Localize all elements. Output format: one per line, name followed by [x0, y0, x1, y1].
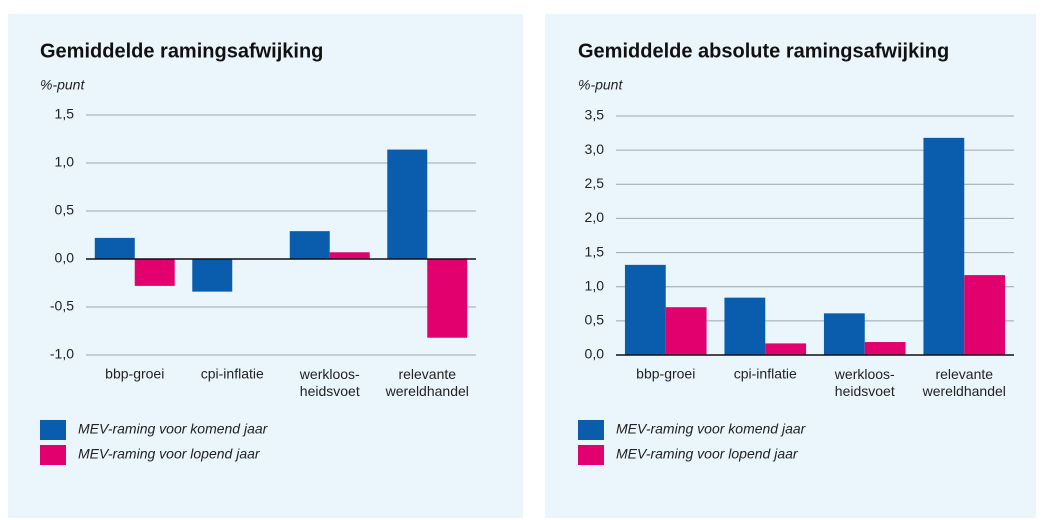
bar	[665, 307, 707, 355]
y-axis-label: %-punt	[578, 77, 623, 93]
legend-label: MEV-raming voor komend jaar	[616, 421, 807, 437]
x-tick-line: wereldhandel	[922, 383, 1006, 399]
x-tick-label: relevante wereldhandel	[922, 366, 1006, 399]
bar	[134, 259, 175, 286]
legend-label: MEV-raming voor komend jaar	[78, 421, 269, 437]
bar	[964, 275, 1006, 355]
y-tick-label: 3,0	[585, 141, 605, 157]
x-tick-line: werkloos-	[299, 366, 360, 382]
bar	[823, 313, 865, 355]
bar	[624, 264, 666, 355]
y-tick-label: 1,0	[55, 154, 75, 170]
x-tick-label: werkloos-heidsvoet	[299, 366, 360, 399]
legend-swatch	[40, 420, 66, 440]
y-tick-label: 2,0	[585, 209, 605, 225]
bar	[724, 297, 766, 355]
y-tick-label: 0,5	[55, 202, 75, 218]
chart-title: Gemiddelde ramingsafwijking	[40, 40, 323, 62]
legend-swatch	[578, 420, 604, 440]
x-tick-line: relevante	[935, 366, 993, 382]
x-tick-label: bbp-groei	[636, 366, 695, 382]
bar	[765, 343, 807, 355]
x-tick-label: werkloos-heidsvoet	[834, 366, 895, 399]
bar	[289, 231, 330, 259]
x-tick-label: relevante wereldhandel	[385, 366, 469, 399]
bar	[94, 237, 135, 259]
bar	[387, 149, 428, 259]
x-tick-line: wereldhandel	[385, 383, 469, 399]
bar	[427, 259, 468, 338]
x-tick-label: cpi-inflatie	[734, 366, 797, 382]
y-tick-label: 3,5	[585, 107, 605, 123]
x-tick-label: cpi-inflatie	[201, 366, 264, 382]
y-tick-label: 0,0	[585, 346, 605, 362]
y-tick-label: 1,0	[585, 277, 605, 293]
legend-swatch	[40, 445, 66, 465]
y-tick-label: 2,5	[585, 175, 605, 191]
y-axis-label: %-punt	[40, 77, 85, 93]
x-tick-line: relevante	[398, 366, 456, 382]
bar	[192, 259, 233, 292]
legend-label: MEV-raming voor lopend jaar	[616, 446, 799, 462]
legend-swatch	[578, 445, 604, 465]
bar	[864, 342, 906, 355]
y-tick-label: -1,0	[50, 346, 74, 362]
y-tick-label: 1,5	[55, 106, 75, 122]
chart-title: Gemiddelde absolute ramingsafwijking	[578, 40, 949, 62]
x-tick-label: bbp-groei	[105, 366, 164, 382]
legend-label: MEV-raming voor lopend jaar	[78, 446, 261, 462]
y-tick-label: 1,5	[585, 243, 605, 259]
x-tick-line: werkloos-	[834, 366, 895, 382]
y-tick-label: 0,5	[585, 312, 605, 328]
bar	[923, 137, 965, 355]
bar	[329, 252, 370, 259]
x-tick-line: heidsvoet	[300, 383, 360, 399]
y-tick-label: -0,5	[50, 298, 74, 314]
y-tick-label: 0,0	[55, 250, 75, 266]
x-tick-line: heidsvoet	[835, 383, 895, 399]
